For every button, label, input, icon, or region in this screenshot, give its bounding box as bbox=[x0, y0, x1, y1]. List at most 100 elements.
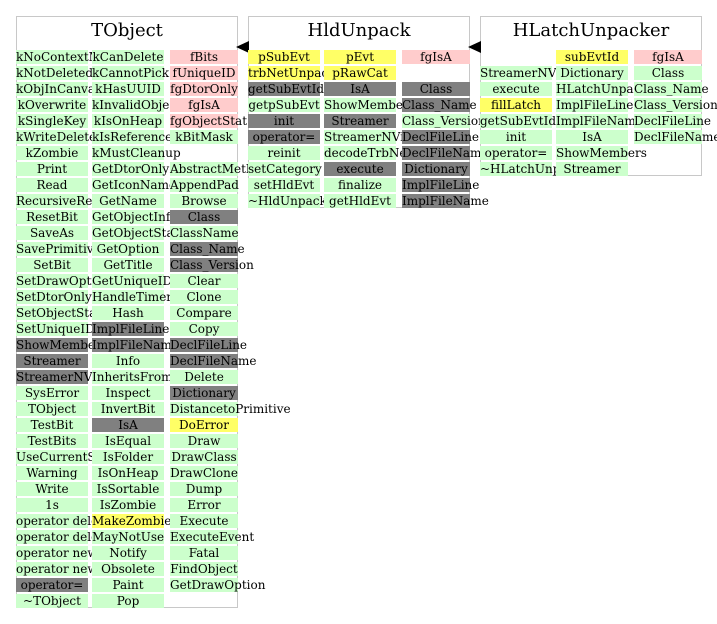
member-cell: Print bbox=[16, 162, 88, 176]
member-cell: SetDrawOption bbox=[16, 274, 111, 288]
member-cell: ImplFileLine bbox=[402, 178, 480, 192]
member-cell: Streamer bbox=[16, 354, 88, 368]
member-cell: DrawClass bbox=[170, 450, 238, 464]
member-cell: Dump bbox=[170, 482, 238, 496]
member-cell: HandleTimer bbox=[92, 290, 173, 304]
member-cell: trbNetUnpacker bbox=[248, 66, 349, 80]
member-cell: operator= bbox=[248, 130, 320, 144]
member-cell: Error bbox=[170, 498, 238, 512]
member-cell: IsA bbox=[556, 130, 628, 144]
member-cell: init bbox=[248, 114, 320, 128]
member-cell: DeclFileLine bbox=[634, 114, 712, 128]
member-cell: DoError bbox=[170, 418, 238, 432]
member-cell: getHldEvt bbox=[324, 194, 396, 208]
member-cell: operator new[] bbox=[16, 562, 107, 576]
class-title-tobject: TObject bbox=[91, 20, 163, 41]
member-cell: Execute bbox=[170, 514, 238, 528]
member-cell: Streamer bbox=[324, 114, 396, 128]
member-cell: GetObjectInfo bbox=[92, 210, 178, 224]
member-cell: operator delete bbox=[16, 514, 111, 528]
member-cell: TObject bbox=[16, 402, 88, 416]
member-cell: ResetBit bbox=[16, 210, 88, 224]
member-cell: ImplFileLine bbox=[556, 98, 634, 112]
member-cell: Clone bbox=[170, 290, 238, 304]
member-cell: kCannotPick bbox=[92, 66, 170, 80]
member-cell: init bbox=[480, 130, 552, 144]
member-cell: Class_Name bbox=[402, 98, 477, 112]
member-cell: Read bbox=[16, 178, 88, 192]
member-cell: operator= bbox=[480, 146, 552, 160]
member-cell: MakeZombie bbox=[92, 514, 172, 528]
member-cell: Copy bbox=[170, 322, 238, 336]
member-cell: Pop bbox=[92, 594, 164, 608]
member-cell: IsA bbox=[324, 82, 396, 96]
member-cell: GetName bbox=[92, 194, 164, 208]
member-cell: ~HLatchUnpacker bbox=[480, 162, 595, 176]
member-cell: fgIsA bbox=[170, 98, 238, 112]
member-cell: Obsolete bbox=[92, 562, 164, 576]
member-cell: Clear bbox=[170, 274, 238, 288]
member-cell: InheritsFrom bbox=[92, 370, 173, 384]
member-cell: ImplFileName bbox=[556, 114, 643, 128]
member-cell: Hash bbox=[92, 306, 164, 320]
member-cell: fUniqueID bbox=[170, 66, 238, 80]
member-cell: subEvtId bbox=[556, 50, 628, 64]
member-cell: Class bbox=[402, 82, 470, 96]
member-cell bbox=[480, 50, 552, 64]
member-cell: DistancetoPrimitive bbox=[170, 402, 291, 416]
member-cell: SaveAs bbox=[16, 226, 88, 240]
member-cell: MayNotUse bbox=[92, 530, 165, 544]
member-cell: GetDtorOnly bbox=[92, 162, 170, 176]
member-cell: IsFolder bbox=[92, 450, 164, 464]
member-cell: Browse bbox=[170, 194, 238, 208]
member-cell: GetObjectStat bbox=[92, 226, 179, 240]
member-cell: StreamerNVirtual bbox=[480, 66, 590, 80]
member-cell: fgIsA bbox=[402, 50, 470, 64]
member-cell: getpSubEvt bbox=[248, 98, 320, 112]
member-cell: kZombie bbox=[16, 146, 88, 160]
member-cell: Delete bbox=[170, 370, 238, 384]
member-cell: RecursiveRemove bbox=[16, 194, 125, 208]
member-cell: GetUniqueID bbox=[92, 274, 173, 288]
member-cell: GetDrawOption bbox=[170, 578, 266, 592]
member-cell: operator delete[] bbox=[16, 530, 120, 544]
member-cell: SetDtorOnly bbox=[16, 290, 92, 304]
box-top-line-hlatchunpacker bbox=[480, 16, 702, 17]
member-cell: fgDtorOnly bbox=[170, 82, 238, 96]
member-cell: InvertBit bbox=[92, 402, 164, 416]
member-cell: SetObjectStat bbox=[16, 306, 102, 320]
member-cell: ClassName bbox=[170, 226, 239, 240]
member-cell: ImplFileName bbox=[402, 194, 489, 208]
member-cell: Class_Name bbox=[634, 82, 709, 96]
member-cell: Compare bbox=[170, 306, 238, 320]
member-cell: kNoContextMenu bbox=[16, 50, 124, 64]
member-cell: setHldEvt bbox=[248, 178, 320, 192]
member-cell: Class_Version bbox=[170, 258, 254, 272]
member-cell: ImplFileName bbox=[92, 338, 179, 352]
box-top-line-hldunpack bbox=[248, 16, 470, 17]
member-cell: ShowMembers bbox=[324, 98, 415, 112]
member-cell: TestBit bbox=[16, 418, 88, 432]
member-cell: Draw bbox=[170, 434, 238, 448]
member-cell: IsZombie bbox=[92, 498, 164, 512]
member-cell: DeclFileLine bbox=[170, 338, 248, 352]
member-cell: DeclFileName bbox=[634, 130, 717, 144]
member-cell: kHasUUID bbox=[92, 82, 164, 96]
member-cell: ~HldUnpack bbox=[248, 194, 327, 208]
member-cell: Class_Version bbox=[634, 98, 717, 112]
member-cell: fgObjectStat bbox=[170, 114, 248, 128]
member-cell: kBitMask bbox=[170, 130, 238, 144]
member-cell: DrawClone bbox=[170, 466, 238, 480]
member-cell: GetTitle bbox=[92, 258, 164, 272]
member-cell: SysError bbox=[16, 386, 88, 400]
member-cell: Dictionary bbox=[402, 162, 470, 176]
member-cell: Inspect bbox=[92, 386, 164, 400]
member-cell: Class_Version bbox=[402, 114, 486, 128]
member-cell: Class bbox=[634, 66, 702, 80]
member-cell: Dictionary bbox=[556, 66, 628, 80]
member-cell: kIsOnHeap bbox=[92, 114, 164, 128]
member-cell: reinit bbox=[248, 146, 320, 160]
member-cell: GetOption bbox=[92, 242, 164, 256]
member-cell: kWriteDelete bbox=[16, 130, 97, 144]
member-cell: getSubEvtId bbox=[480, 114, 557, 128]
